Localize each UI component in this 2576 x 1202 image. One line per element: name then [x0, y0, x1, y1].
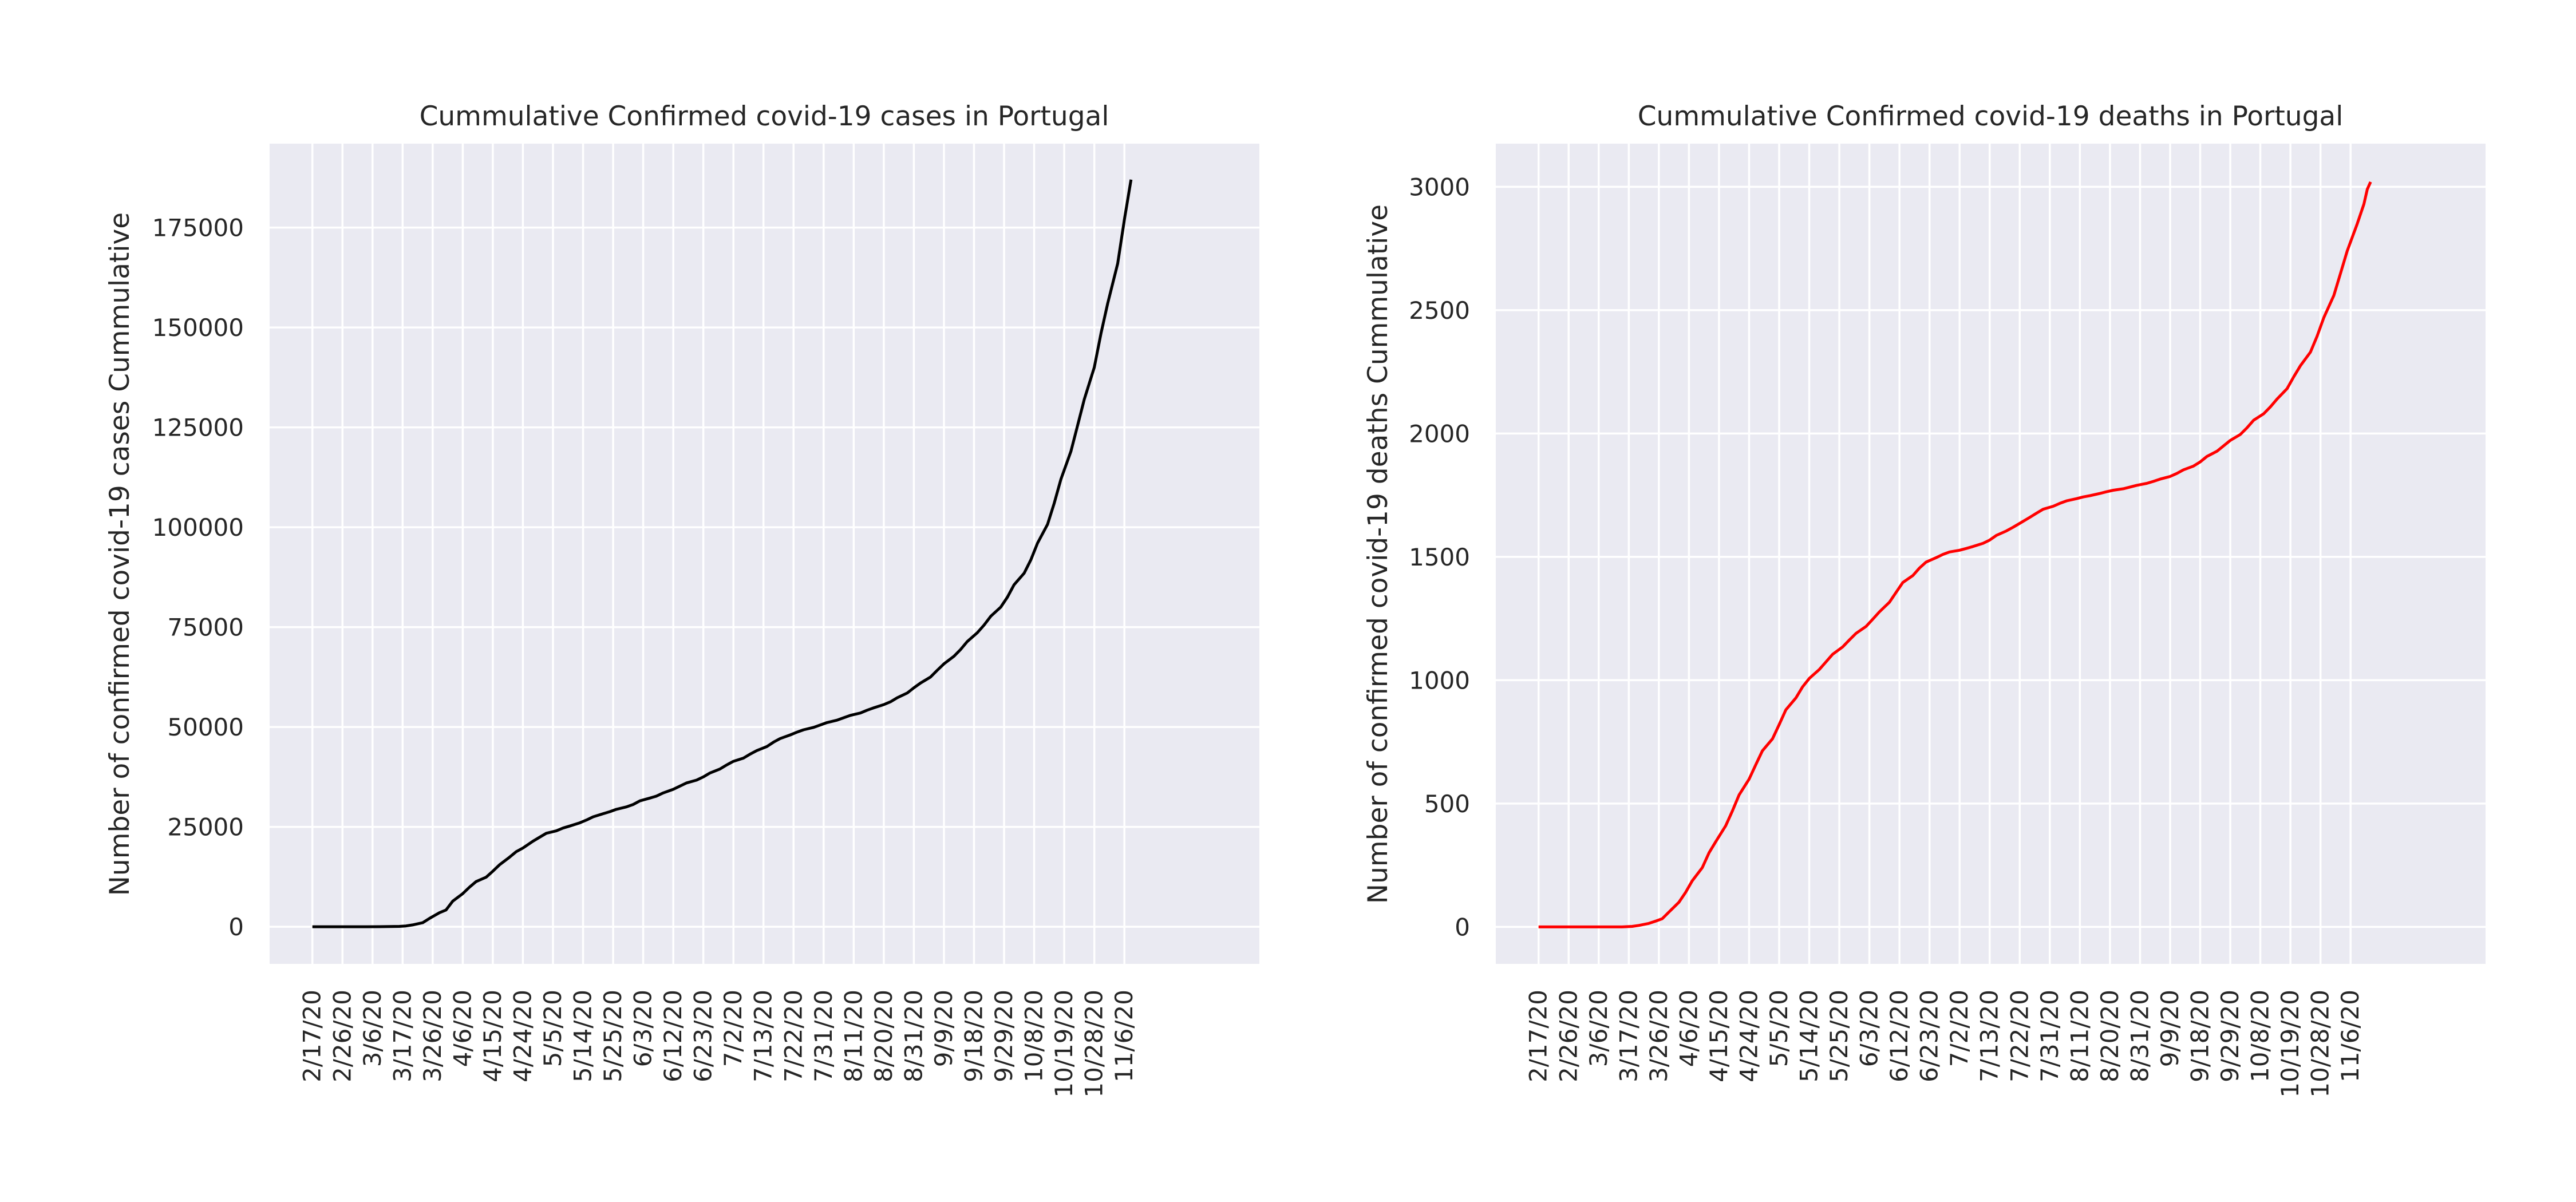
cases-x-tick-label: 10/28/20	[1080, 990, 1108, 1098]
deaths-y-tick-label: 2500	[1409, 296, 1470, 325]
cases-x-tick-label: 2/26/20	[328, 990, 356, 1082]
deaths-x-tick-labels: 2/17/20 2/26/20 3/6/20 3/17/20 3/26/20 4/6/20…	[1524, 990, 2364, 1098]
cases-x-tick-label: 8/20/20	[870, 990, 898, 1082]
deaths-x-tick-label: 4/15/20	[1705, 990, 1733, 1082]
cases-x-tick-label: 6/12/20	[659, 990, 687, 1082]
deaths-x-tick-label: 8/31/20	[2125, 990, 2154, 1082]
cases-x-tick-label: 3/26/20	[418, 990, 447, 1082]
cases-x-tick-label: 11/6/20	[1110, 990, 1138, 1082]
cases-x-tick-label: 8/31/20	[899, 990, 927, 1082]
deaths-x-tick-label: 9/29/20	[2216, 990, 2244, 1082]
cases-x-tick-label: 8/11/20	[839, 990, 867, 1082]
cases-y-tick-label: 125000	[152, 414, 244, 442]
deaths-x-tick-label: 6/3/20	[1855, 990, 1883, 1067]
cases-x-tick-label: 4/24/20	[508, 990, 536, 1082]
deaths-plot-area	[1496, 144, 2486, 964]
deaths-x-tick-label: 4/6/20	[1674, 990, 1702, 1067]
deaths-x-tick-label: 3/26/20	[1645, 990, 1673, 1082]
cases-y-tick-label: 100000	[152, 513, 244, 541]
deaths-y-tick-label: 1000	[1409, 666, 1470, 694]
cases-y-tick-label: 0	[228, 913, 244, 941]
deaths-x-tick-label: 5/25/20	[1825, 990, 1853, 1082]
deaths-x-tick-label: 7/2/20	[1945, 990, 1973, 1067]
deaths-y-tick-label: 2000	[1409, 420, 1470, 448]
deaths-chart-title: Cummulative Confirmed covid-19 deaths in…	[1638, 101, 2344, 132]
cases-x-tick-label: 7/13/20	[749, 990, 777, 1082]
deaths-y-tick-labels: 0 500 1000 1500 2000 2500 3000	[1409, 173, 1470, 941]
cases-x-tick-label: 10/8/20	[1020, 990, 1048, 1082]
cases-y-gridlines	[270, 226, 1259, 928]
deaths-x-tick-label: 9/9/20	[2156, 990, 2184, 1067]
cases-x-tick-label: 9/18/20	[959, 990, 987, 1082]
deaths-x-tick-label: 7/22/20	[2005, 990, 2033, 1082]
deaths-x-tick-label: 10/19/20	[2276, 990, 2304, 1098]
cases-chart: 0 25000 50000 75000 100000 125000 150000 175000…	[104, 101, 1259, 1098]
deaths-x-tick-label: 4/24/20	[1735, 990, 1763, 1082]
cases-chart-title: Cummulative Confirmed covid-19 cases in …	[420, 101, 1109, 132]
deaths-x-tick-label: 7/31/20	[2036, 990, 2064, 1082]
deaths-y-tick-label: 3000	[1409, 173, 1470, 201]
deaths-y-tick-label: 0	[1455, 913, 1470, 941]
cases-x-tick-label: 7/31/20	[809, 990, 837, 1082]
cases-x-tick-label: 5/25/20	[599, 990, 627, 1082]
deaths-x-tick-label: 6/23/20	[1915, 990, 1943, 1082]
deaths-x-tick-label: 3/17/20	[1614, 990, 1642, 1082]
deaths-x-tick-label: 6/12/20	[1885, 990, 1913, 1082]
deaths-x-tick-label: 3/6/20	[1585, 990, 1613, 1067]
deaths-x-tick-label: 8/20/20	[2096, 990, 2124, 1082]
deaths-x-tick-label: 5/5/20	[1765, 990, 1793, 1067]
cases-x-tick-label: 9/29/20	[990, 990, 1018, 1082]
deaths-x-tick-label: 10/28/20	[2306, 990, 2334, 1098]
deaths-y-gridlines	[1496, 185, 2486, 928]
cases-x-tick-label: 5/14/20	[569, 990, 597, 1082]
cases-y-tick-label: 75000	[167, 614, 244, 642]
cases-y-axis-label: Number of confirmed covid-19 cases Cummu…	[104, 212, 136, 896]
deaths-x-tick-label: 2/17/20	[1524, 990, 1552, 1082]
deaths-x-gridlines	[1537, 144, 2352, 964]
cases-x-tick-label: 10/19/20	[1050, 990, 1078, 1098]
cases-x-tick-label: 6/23/20	[689, 990, 717, 1082]
cases-x-tick-label: 6/3/20	[629, 990, 657, 1067]
cases-y-tick-label: 150000	[152, 314, 244, 342]
deaths-x-tick-label: 10/8/20	[2246, 990, 2274, 1082]
cases-x-tick-label: 2/17/20	[298, 990, 326, 1082]
deaths-y-axis-label: Number of confirmed covid-19 deaths Cumm…	[1362, 204, 1394, 904]
cases-x-tick-label: 5/5/20	[539, 990, 567, 1067]
cases-y-tick-labels: 0 25000 50000 75000 100000 125000 150000 175000	[152, 214, 244, 942]
deaths-x-tick-label: 2/26/20	[1554, 990, 1582, 1082]
cases-plot-area	[270, 144, 1259, 964]
cases-series-line	[312, 179, 1133, 928]
cases-x-tick-labels: 2/17/20 2/26/20 3/6/20 3/17/20 3/26/20 4/6/20…	[298, 990, 1138, 1098]
deaths-x-tick-label: 5/14/20	[1795, 990, 1823, 1082]
cases-x-tick-label: 7/22/20	[779, 990, 807, 1082]
deaths-x-tick-label: 7/13/20	[1976, 990, 2004, 1082]
cases-y-tick-label: 50000	[167, 713, 244, 741]
cases-y-tick-label: 25000	[167, 813, 244, 841]
deaths-y-tick-label: 500	[1424, 790, 1470, 818]
deaths-series-line	[1538, 181, 2372, 928]
cases-x-tick-label: 9/9/20	[930, 990, 958, 1067]
deaths-y-tick-label: 1500	[1409, 543, 1470, 571]
cases-y-tick-label: 175000	[152, 214, 244, 242]
cases-x-tick-label: 4/15/20	[479, 990, 507, 1082]
deaths-x-tick-label: 9/18/20	[2186, 990, 2214, 1082]
cases-x-tick-label: 7/2/20	[719, 990, 747, 1067]
cases-x-tick-label: 4/6/20	[448, 990, 476, 1067]
deaths-x-tick-label: 8/11/20	[2065, 990, 2093, 1082]
deaths-x-tick-label: 11/6/20	[2336, 990, 2364, 1082]
cases-x-tick-label: 3/6/20	[358, 990, 386, 1067]
cases-x-tick-label: 3/17/20	[388, 990, 416, 1082]
